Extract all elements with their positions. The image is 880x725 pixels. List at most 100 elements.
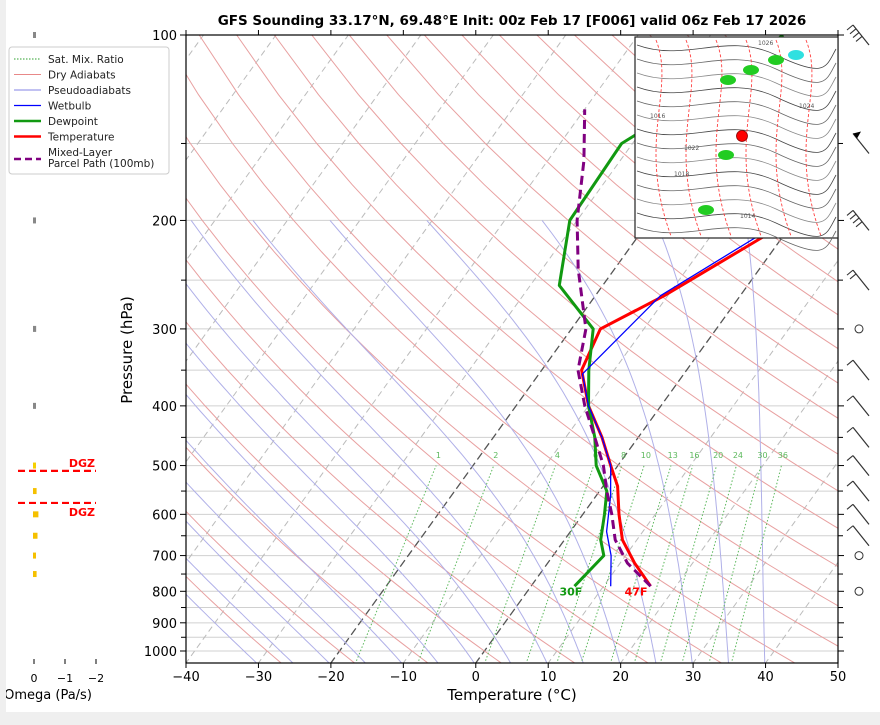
inset-isobar	[636, 226, 837, 251]
barb-feather	[846, 395, 854, 402]
omega-tick-label: 0	[31, 672, 38, 685]
mixing-ratio-label: 36	[778, 451, 788, 460]
legend: Sat. Mix. Ratio Dry Adiabats Pseudoadiabat…	[8, 46, 170, 175]
surface-annotation: 47F	[625, 585, 648, 598]
barb-feather	[846, 480, 854, 487]
y-tick-label: 700	[152, 550, 177, 565]
mixing-ratio-label: 16	[689, 451, 699, 460]
inset-isobar	[636, 184, 837, 209]
pseudoadiabat	[426, 220, 657, 663]
inset-isobar	[636, 58, 837, 83]
dry-adiabat	[186, 197, 723, 663]
barb-staff	[852, 455, 870, 476]
wind-barb-icon	[846, 426, 870, 448]
pseudoadiabat	[186, 439, 403, 663]
inset-precip	[743, 65, 759, 75]
dry-adiabat	[273, 35, 838, 529]
location-marker	[736, 130, 748, 142]
legend-label: Mixed-Layer	[48, 147, 113, 159]
x-tick-label: 50	[830, 670, 847, 685]
mixing-ratio-line	[633, 465, 694, 663]
wind-barbs	[846, 24, 870, 596]
inset-isobar	[636, 142, 837, 167]
omega-bar	[33, 552, 36, 559]
omega-bar	[33, 462, 36, 469]
isotherm	[186, 35, 567, 564]
inset-isobar	[636, 86, 837, 111]
legend-label: Parcel Path (100mb)	[48, 158, 154, 170]
isotherm	[474, 158, 838, 663]
y-tick-label: 100	[152, 29, 177, 44]
mixing-ratio-line	[484, 465, 556, 663]
omega-bar	[33, 511, 39, 518]
barb-staff	[852, 210, 870, 231]
x-tick-label: −10	[390, 670, 417, 685]
barb-feather	[846, 503, 854, 510]
omega-bar	[33, 488, 37, 495]
inset-height-contour	[775, 39, 792, 237]
y-tick-label: 600	[152, 508, 177, 523]
x-tick-label: 40	[757, 670, 774, 685]
barb-staff	[852, 269, 870, 291]
isotherm	[837, 662, 838, 663]
x-tick-label: 0	[472, 670, 480, 685]
series-wetbulb	[581, 152, 838, 587]
y-tick-label: 200	[152, 214, 177, 229]
barb-feather	[852, 217, 860, 224]
barb-feather	[846, 210, 854, 216]
mixing-ratio-line	[355, 465, 437, 663]
x-axis-label: Temperature (°C)	[446, 686, 576, 704]
wind-barb-icon	[852, 131, 870, 154]
mixing-ratio-label: 20	[713, 451, 723, 460]
dry-adiabat	[186, 575, 282, 663]
barb-staff	[852, 24, 870, 46]
isotherm	[186, 35, 277, 161]
mixing-ratio-line	[609, 465, 672, 663]
x-tick-label: −20	[317, 670, 344, 685]
mixing-ratio-label: 8	[621, 451, 626, 460]
inset-isobar	[636, 100, 837, 125]
dry-adiabat	[186, 446, 429, 663]
inset-precip	[718, 150, 734, 160]
x-tick-label: 20	[612, 670, 629, 685]
legend-label: Temperature	[47, 132, 115, 144]
barb-feather	[846, 359, 854, 366]
y-axis-label: Pressure (hPa)	[118, 296, 136, 404]
calm-wind-icon	[854, 586, 864, 596]
barb-feather	[846, 426, 854, 433]
wind-barb-icon	[846, 503, 870, 525]
dgz-label: DGZ	[69, 457, 95, 470]
pseudoadiabat	[186, 557, 294, 663]
barb-feather	[846, 455, 854, 461]
inset-label: 1026	[758, 40, 773, 47]
inset-precip	[768, 55, 784, 65]
inset-isobar	[636, 212, 837, 237]
legend-label: Pseudoadiabats	[48, 85, 131, 97]
dry-adiabat	[186, 510, 356, 663]
series-mixed-layer-parcel-path-mb-	[575, 109, 652, 588]
inset-isobar	[636, 170, 837, 195]
barb-flag	[853, 131, 861, 139]
wind-barb-icon	[846, 395, 870, 417]
legend-box	[8, 46, 170, 175]
barb-staff	[852, 525, 870, 547]
barb-staff	[852, 480, 870, 502]
isotherm	[186, 35, 349, 262]
calm-wind-icon	[854, 324, 864, 334]
mixing-ratio-label: 4	[555, 451, 560, 460]
dry-adiabat	[236, 35, 838, 568]
pseudoadiabat	[541, 220, 693, 663]
plot-frame	[185, 34, 839, 664]
background-lines: 1 2 4 6 8 10 13 16 20 24 30 36	[186, 35, 838, 663]
pseudoadiabat	[186, 593, 258, 663]
y-tick-label: 500	[152, 460, 177, 475]
inset-isobar	[636, 114, 837, 139]
omega-axis-label: Omega (Pa/s)	[6, 688, 92, 703]
inset-isobar	[636, 198, 837, 223]
wind-barb-icon	[846, 210, 870, 231]
omega-bar	[33, 325, 37, 332]
barb-feather	[846, 269, 854, 276]
pseudoadiabat	[190, 220, 548, 663]
legend-label: Wetbulb	[48, 101, 92, 113]
wind-barb-icon	[846, 455, 870, 476]
